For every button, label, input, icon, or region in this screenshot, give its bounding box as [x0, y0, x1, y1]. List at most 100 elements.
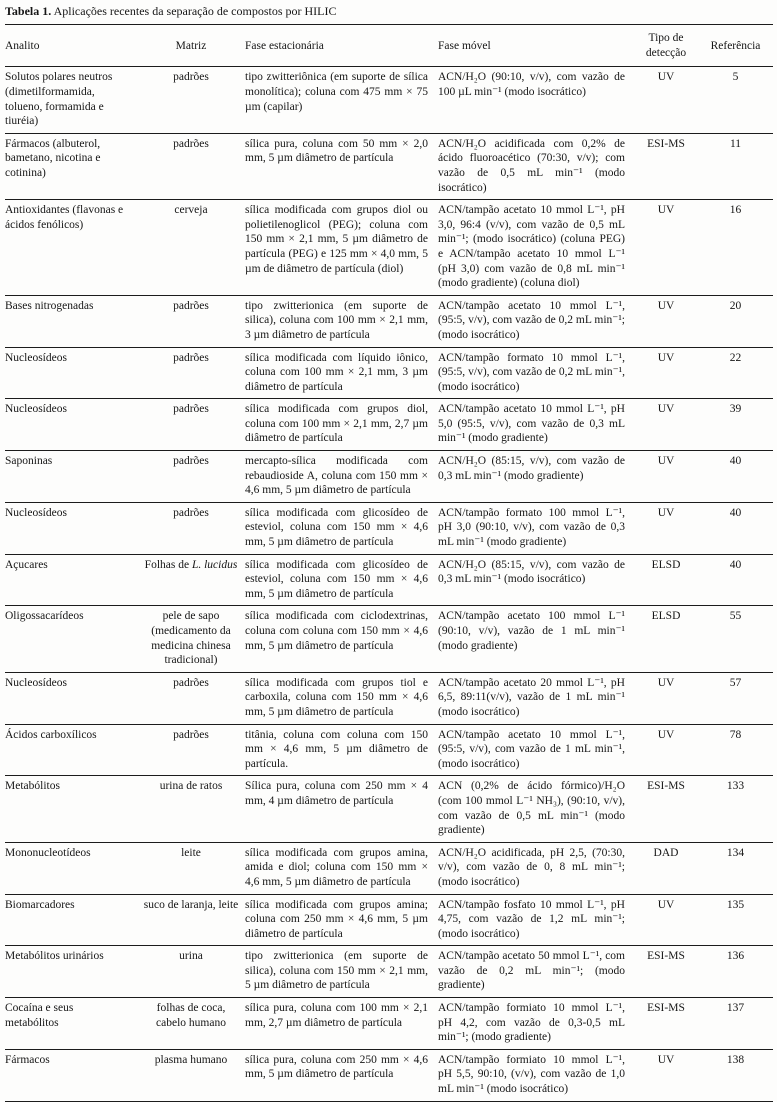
cell-referencia: 5 — [698, 66, 773, 134]
cell-deteccao: ESI-MS — [634, 133, 698, 201]
table-title-text: Aplicações recentes da separação de comp… — [53, 4, 337, 18]
cell-analito: Açucares — [5, 554, 139, 607]
cell-fase-movel: ACN/tampão formato 10 mmol L⁻¹, (95:5, v… — [438, 347, 634, 400]
cell-fase-movel: ACN/H₂O (85:15, v/v), com vazão de 0,3 m… — [438, 450, 634, 503]
cell-fase-estacionaria: sílica modificada com ciclodextrinas, co… — [245, 605, 438, 673]
column-header-fase-movel: Fase móvel — [438, 24, 634, 68]
cell-deteccao: UV — [634, 672, 698, 725]
table-header: Analito Matriz Fase estacionária Fase mó… — [5, 24, 773, 68]
cell-matriz: plasma humano — [139, 1049, 245, 1102]
cell-fase-estacionaria: sílica modificada com grupos amina, amid… — [245, 842, 438, 895]
cell-analito: Metabólitos — [5, 775, 139, 843]
cell-matriz: urina de ratos — [139, 775, 245, 843]
cell-referencia: 20 — [698, 295, 773, 348]
cell-fase-movel: ACN (0,2% de ácido fórmico)/H₂O (com 100… — [438, 775, 634, 843]
cell-deteccao: ESI-MS — [634, 945, 698, 999]
cell-fase-estacionaria: sílica modificada com glicosídeo de este… — [245, 554, 438, 607]
cell-matriz: padrões — [139, 347, 245, 400]
cell-fase-estacionaria: sílica modificada com grupos diol ou pol… — [245, 199, 438, 296]
cell-matriz: padrões — [139, 450, 245, 503]
table-row: Nucleosídeos padrões sílica modificada com… — [5, 347, 773, 400]
cell-deteccao: UV — [634, 894, 698, 947]
cell-fase-movel: ACN/tampão acetato 10 mmol L⁻¹, (95:5, v… — [438, 724, 634, 777]
cell-deteccao: ELSD — [634, 605, 698, 673]
table-row: Bases nitrogenadas padrões tipo zwitterion… — [5, 295, 773, 348]
cell-fase-movel: ACN/H₂O (90:10, v/v), com vazão de 100 µ… — [438, 66, 634, 134]
column-header-referencia: Referência — [698, 24, 773, 68]
cell-analito: Nucleosídeos — [5, 672, 139, 725]
table-row: Açucares Folhas de L. lucidus sílica modif… — [5, 554, 773, 607]
cell-matriz: padrões — [139, 672, 245, 725]
cell-deteccao: UV — [634, 347, 698, 400]
cell-matriz: suco de laranja, leite — [139, 894, 245, 947]
cell-deteccao: UV — [634, 450, 698, 503]
cell-referencia: 40 — [698, 554, 773, 607]
table-row: Solutos polares neutros (dimetilformamid… — [5, 66, 773, 134]
cell-fase-estacionaria: tipo zwitterionica (em suporte de silica… — [245, 295, 438, 348]
column-header-tipo-deteccao: Tipo de detecção — [634, 24, 698, 68]
cell-analito: Mononucleotídeos — [5, 842, 139, 895]
cell-fase-estacionaria: sílica modificada com grupos amina; colu… — [245, 894, 438, 947]
table-body: Solutos polares neutros (dimetilformamid… — [5, 66, 773, 1102]
cell-referencia: 11 — [698, 133, 773, 201]
cell-analito: Saponinas — [5, 450, 139, 503]
cell-deteccao: UV — [634, 502, 698, 555]
table-row: Ácidos carboxílicos padrões titânia, colun… — [5, 724, 773, 777]
cell-referencia: 78 — [698, 724, 773, 777]
cell-fase-estacionaria: tipo zwitteriônica (em suporte de sílica… — [245, 66, 438, 134]
cell-analito: Cocaína e seus metabólitos — [5, 997, 139, 1050]
cell-matriz: folhas de coca, cabelo humano — [139, 997, 245, 1050]
cell-analito: Solutos polares neutros (dimetilformamid… — [5, 66, 139, 134]
hilic-applications-table: Analito Matriz Fase estacionária Fase mó… — [5, 24, 773, 1102]
cell-fase-movel: ACN/tampão acetato 20 mmol L⁻¹, pH 6,5, … — [438, 672, 634, 725]
cell-deteccao: UV — [634, 199, 698, 296]
cell-deteccao: UV — [634, 295, 698, 348]
cell-matriz: Folhas de L. lucidus — [139, 554, 245, 607]
cell-fase-movel: ACN/H₂O acidificada com 0,2% de ácido fl… — [438, 133, 634, 201]
cell-deteccao: UV — [634, 398, 698, 452]
cell-fase-estacionaria: mercapto-sílica modificada com rebaudios… — [245, 450, 438, 503]
table-row: Nucleosídeos padrões sílica modificada com… — [5, 398, 773, 452]
table-row: Nucleosídeos padrões sílica modificada com… — [5, 672, 773, 725]
cell-referencia: 57 — [698, 672, 773, 725]
cell-fase-movel: ACN/tampão acetato 10 mmol L⁻¹, (95:5, v… — [438, 295, 634, 348]
cell-fase-movel: ACN/H₂O acidificada, pH 2,5, (70:30, v/v… — [438, 842, 634, 895]
cell-matriz: padrões — [139, 66, 245, 134]
cell-fase-estacionaria: sílica pura, coluna com 50 mm × 2,0 mm, … — [245, 133, 438, 201]
cell-analito: Ácidos carboxílicos — [5, 724, 139, 777]
table-row: Oligossacarídeos pele de sapo (medicament… — [5, 605, 773, 673]
column-header-matriz: Matriz — [139, 24, 245, 68]
cell-fase-estacionaria: titânia, coluna com coluna com 150 mm × … — [245, 724, 438, 777]
table-row: Biomarcadores suco de laranja, leite sílic… — [5, 894, 773, 947]
cell-analito: Nucleosídeos — [5, 398, 139, 452]
cell-referencia: 55 — [698, 605, 773, 673]
table-header-row: Analito Matriz Fase estacionária Fase mó… — [5, 24, 773, 68]
table-title-label: Tabela 1. — [5, 4, 52, 18]
table-row: Fármacos plasma humano sílica pura, coluna… — [5, 1049, 773, 1102]
table-row: Mononucleotídeos leite sílica modificada c… — [5, 842, 773, 895]
cell-referencia: 137 — [698, 997, 773, 1050]
cell-analito: Fármacos — [5, 1049, 139, 1102]
cell-deteccao: ESI-MS — [634, 997, 698, 1050]
cell-referencia: 138 — [698, 1049, 773, 1102]
table-title: Tabela 1. Aplicações recentes da separaç… — [5, 4, 773, 19]
cell-fase-estacionaria: sílica modificada com glicosídeo de este… — [245, 502, 438, 555]
cell-fase-movel: ACN/tampão acetato 100 mmol L⁻¹ (90:10, … — [438, 605, 634, 673]
cell-matriz: padrões — [139, 133, 245, 201]
cell-analito: Biomarcadores — [5, 894, 139, 947]
cell-fase-movel: ACN/tampão acetato 50 mmol L⁻¹, com vazã… — [438, 945, 634, 999]
table-row: Cocaína e seus metabólitos folhas de coca… — [5, 997, 773, 1050]
cell-referencia: 40 — [698, 450, 773, 503]
cell-matriz: padrões — [139, 724, 245, 777]
cell-fase-estacionaria: sílica modificada com grupos tiol e carb… — [245, 672, 438, 725]
cell-analito: Antioxidantes (flavonas e ácidos fenólic… — [5, 199, 139, 296]
cell-deteccao: UV — [634, 724, 698, 777]
table-row: Metabólitos urina de ratos Sílica pura, co… — [5, 775, 773, 843]
table-row: Antioxidantes (flavonas e ácidos fenólic… — [5, 199, 773, 296]
cell-fase-movel: ACN/tampão formato 100 mmol L⁻¹, pH 3,0 … — [438, 502, 634, 555]
cell-fase-estacionaria: sílica pura, coluna com 250 mm × 4,6 mm,… — [245, 1049, 438, 1102]
cell-analito: Nucleosídeos — [5, 347, 139, 400]
cell-fase-movel: ACN/tampão acetato 10 mmol L⁻¹, pH 5,0 (… — [438, 398, 634, 452]
cell-matriz: pele de sapo (medicamento da medicina ch… — [139, 605, 245, 673]
table-row: Saponinas padrões mercapto-sílica modifica… — [5, 450, 773, 503]
